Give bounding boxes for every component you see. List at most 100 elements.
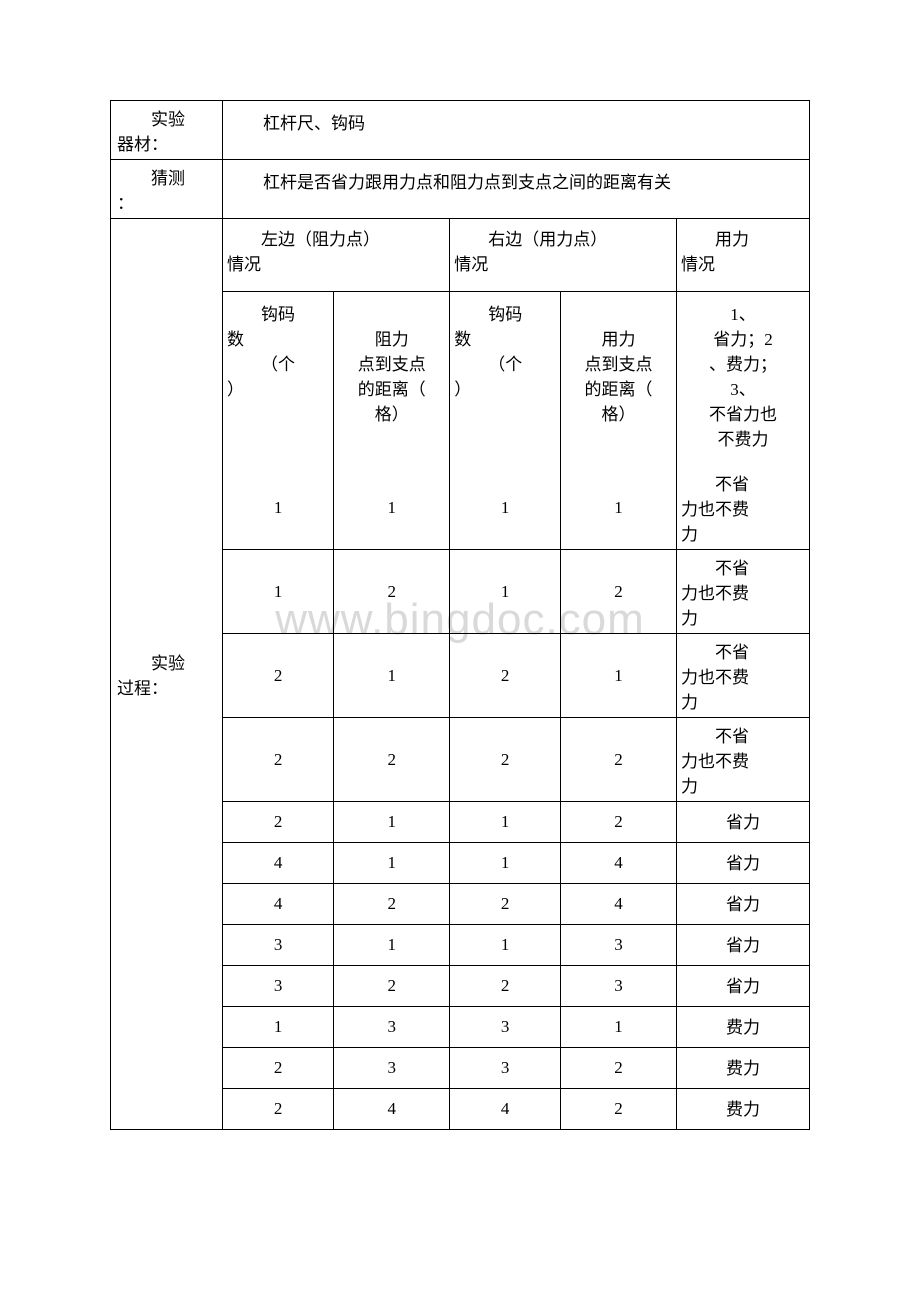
left-header-a: 左边（阻力点） — [227, 225, 445, 250]
data-cell: 2 — [561, 802, 677, 843]
data-cell: 1 — [561, 466, 677, 550]
result-header-a: 用力 — [681, 225, 805, 250]
result-cell: 省力 — [677, 925, 809, 966]
main-table: 实验 器材： 杠杆尺、钩码 猜测 ： 杠杆是否省力跟用力点和阻力点到支点之间的距… — [110, 100, 810, 1130]
res-opt-b: 省力；2 — [681, 325, 805, 350]
process-content-cell: 左边（阻力点） 情况 右边（用力点） 情况 用力 情况 — [223, 219, 810, 1130]
sub-lw-a: 钩码 — [227, 300, 329, 325]
result-cell: 不省力也不费力 — [677, 550, 809, 634]
data-cell: 3 — [561, 966, 677, 1007]
process-label-a: 实验 — [117, 649, 216, 674]
data-cell: 4 — [561, 843, 677, 884]
data-cell: 4 — [450, 1089, 561, 1130]
sub-rd-d: 格） — [565, 400, 672, 425]
data-cell: 3 — [223, 925, 334, 966]
table-row: 1331费力 — [223, 1007, 809, 1048]
res-opt-c: 、费力； — [681, 350, 805, 375]
table-row: 2222不省力也不费力 — [223, 718, 809, 802]
data-cell: 1 — [334, 925, 450, 966]
result-cell: 省力 — [677, 802, 809, 843]
data-cell: 1 — [334, 466, 450, 550]
sub-rw-c: （个 — [454, 350, 556, 375]
data-table: 左边（阻力点） 情况 右边（用力点） 情况 用力 情况 — [223, 219, 809, 1129]
data-cell: 2 — [450, 634, 561, 718]
result-cell: 不省力也不费力 — [677, 718, 809, 802]
res-opt-e: 不省力也 — [681, 400, 805, 425]
guess-label-cell: 猜测 ： — [111, 160, 223, 219]
data-cell: 1 — [561, 1007, 677, 1048]
data-cell: 2 — [450, 718, 561, 802]
res-opt-d: 3、 — [681, 375, 805, 400]
data-cell: 2 — [223, 1089, 334, 1130]
result-text: 力也不费 — [681, 663, 805, 688]
table-row: 2121不省力也不费力 — [223, 634, 809, 718]
data-cell: 1 — [223, 550, 334, 634]
data-cell: 1 — [561, 634, 677, 718]
sub-right-dist: 用力 点到支点 的距离（ 格） — [561, 292, 677, 467]
data-cell: 2 — [334, 718, 450, 802]
sub-rd-c: 的距离（ — [565, 375, 672, 400]
result-cell: 费力 — [677, 1007, 809, 1048]
result-text: 力 — [681, 688, 805, 713]
res-opt-f: 不费力 — [681, 425, 805, 450]
equipment-label-cell: 实验 器材： — [111, 101, 223, 160]
data-cell: 2 — [223, 718, 334, 802]
sub-left-weight: 钩码 数 （个 ） — [223, 292, 334, 467]
data-cell: 3 — [450, 1007, 561, 1048]
table-row: 2332费力 — [223, 1048, 809, 1089]
data-cell: 2 — [450, 884, 561, 925]
data-cell: 3 — [223, 966, 334, 1007]
guess-label-b: ： — [117, 194, 134, 213]
table-row: 3223省力 — [223, 966, 809, 1007]
data-cell: 2 — [561, 550, 677, 634]
sub-lw-b: 数 — [227, 325, 329, 350]
data-cell: 4 — [223, 843, 334, 884]
data-cell: 1 — [334, 802, 450, 843]
guess-content-cell: 杠杆是否省力跟用力点和阻力点到支点之间的距离有关 — [223, 160, 810, 219]
right-header-a: 右边（用力点） — [454, 225, 672, 250]
table-row: 4114省力 — [223, 843, 809, 884]
sub-ld-d: 格） — [338, 400, 445, 425]
result-cell: 省力 — [677, 884, 809, 925]
sub-lw-c: （个 — [227, 350, 329, 375]
data-cell: 3 — [334, 1048, 450, 1089]
sub-rw-b: 数 — [454, 325, 556, 350]
data-cell: 1 — [450, 843, 561, 884]
sub-rw-d: ） — [454, 375, 556, 400]
sub-right-weight: 钩码 数 （个 ） — [450, 292, 561, 467]
result-text: 力也不费 — [681, 495, 805, 520]
left-header: 左边（阻力点） 情况 — [223, 219, 450, 292]
sub-result-options: 1、 省力；2 、费力； 3、 不省力也 不费力 — [677, 292, 809, 467]
data-cell: 1 — [334, 634, 450, 718]
data-cell: 2 — [334, 884, 450, 925]
sub-rd-a: 用力 — [565, 325, 672, 350]
data-cell: 1 — [450, 466, 561, 550]
data-cell: 2 — [223, 1048, 334, 1089]
result-text: 力也不费 — [681, 579, 805, 604]
data-cell: 3 — [334, 1007, 450, 1048]
result-text: 力 — [681, 604, 805, 629]
result-text: 不省 — [681, 638, 805, 663]
table-row: 1111不省力也不费力 — [223, 466, 809, 550]
equipment-label-b: 器材： — [117, 135, 168, 154]
data-cell: 2 — [561, 718, 677, 802]
table-row: 3113省力 — [223, 925, 809, 966]
data-cell: 3 — [561, 925, 677, 966]
equipment-label-a: 实验 — [117, 105, 216, 130]
equipment-text: 杠杆尺、钩码 — [229, 109, 803, 134]
data-cell: 1 — [223, 1007, 334, 1048]
data-cell: 2 — [223, 634, 334, 718]
result-cell: 不省力也不费力 — [677, 634, 809, 718]
process-label-cell: 实验 过程： — [111, 219, 223, 1130]
result-text: 不省 — [681, 722, 805, 747]
data-cell: 4 — [561, 884, 677, 925]
guess-label-a: 猜测 — [117, 164, 216, 189]
data-cell: 3 — [450, 1048, 561, 1089]
data-cell: 2 — [223, 802, 334, 843]
table-row: 1212不省力也不费力 — [223, 550, 809, 634]
data-cell: 1 — [223, 466, 334, 550]
data-cell: 1 — [450, 550, 561, 634]
table-row: 4224省力 — [223, 884, 809, 925]
sub-rw-a: 钩码 — [454, 300, 556, 325]
result-cell: 费力 — [677, 1089, 809, 1130]
